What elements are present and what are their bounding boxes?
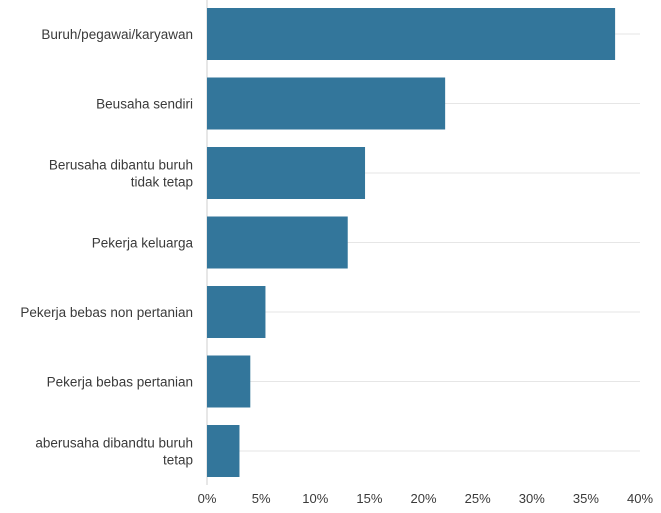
category-label: Pekerja bebas pertanian (47, 375, 193, 390)
bar (207, 216, 348, 269)
category-label: tidak tetap (131, 175, 193, 190)
x-tick-label: 5% (252, 491, 271, 506)
bar (207, 355, 251, 408)
x-tick-label: 20% (410, 491, 436, 506)
bar (207, 8, 616, 60)
x-tick-labels: 0% 5% 10% 15% 20% 25% 30% 35% 40% (198, 491, 654, 506)
bar (207, 425, 240, 477)
x-tick-label: 35% (573, 491, 599, 506)
category-label: aberusaha dibandtu buruh (35, 436, 193, 451)
x-tick-label: 15% (356, 491, 382, 506)
category-label: Berusaha dibantu buruh (49, 158, 193, 173)
bars (207, 8, 616, 477)
bar (207, 77, 446, 130)
category-label: tetap (163, 453, 193, 468)
x-tick-label: 25% (465, 491, 491, 506)
bar (207, 147, 366, 199)
category-label: Beusaha sendiri (96, 97, 193, 112)
bar (207, 286, 266, 338)
x-tick-label: 40% (627, 491, 653, 506)
category-label: Pekerja bebas non pertanian (20, 305, 193, 320)
x-tick-label: 30% (519, 491, 545, 506)
category-label: Pekerja keluarga (92, 236, 194, 251)
category-label: Buruh/pegawai/karyawan (41, 27, 193, 42)
category-labels: Buruh/pegawai/karyawan Beusaha sendiri Ber… (20, 27, 193, 468)
x-tick-label: 10% (302, 491, 328, 506)
x-tick-label: 0% (198, 491, 217, 506)
